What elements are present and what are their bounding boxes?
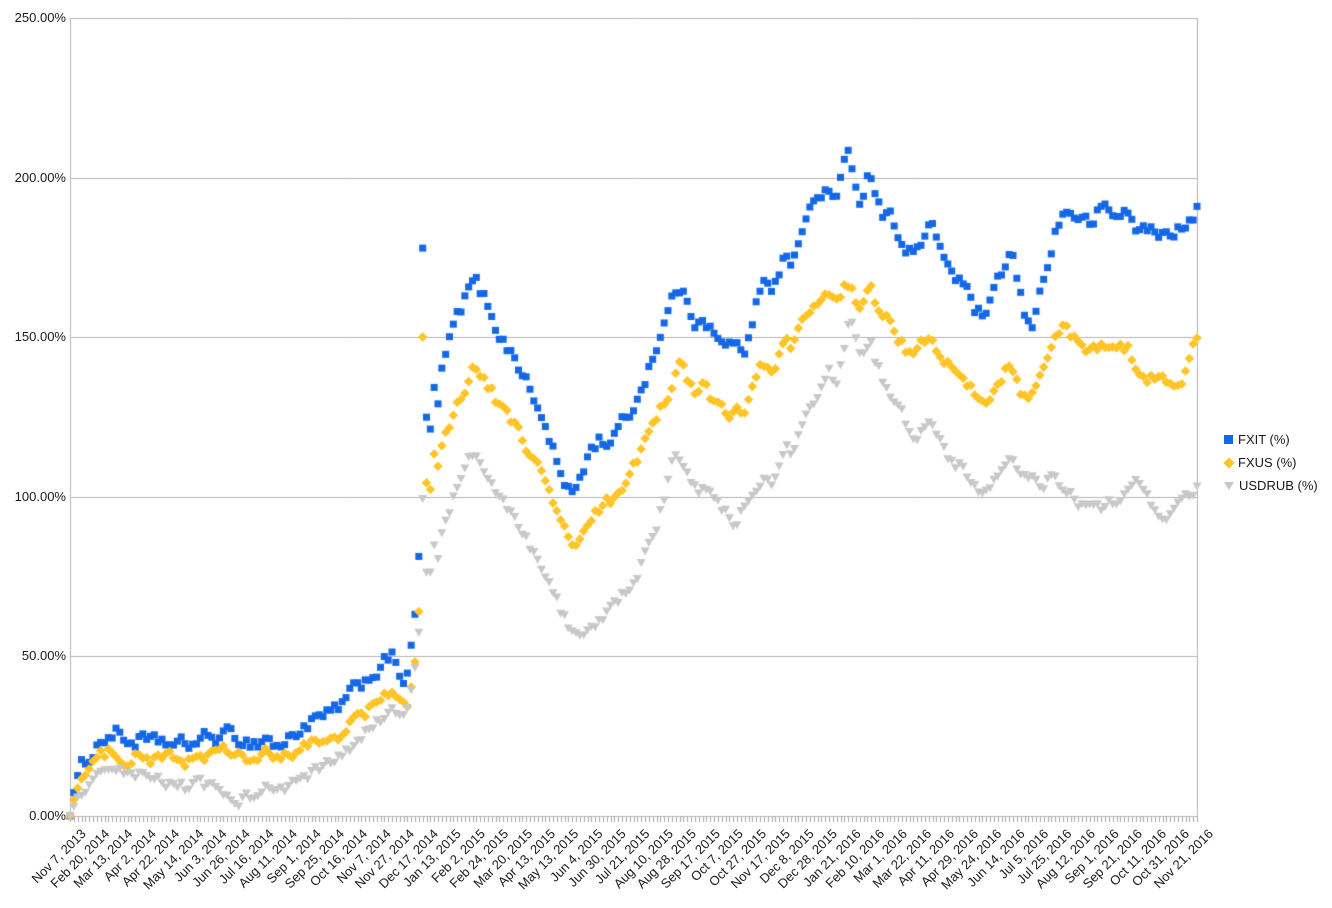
legend-label: USDRUB (%)	[1239, 478, 1318, 493]
y-axis-label: 150.00%	[14, 329, 66, 344]
legend-triangle-marker-icon	[1224, 481, 1234, 490]
y-axis-label: 0.00%	[29, 808, 66, 823]
legend-item-usdrub: USDRUB (%)	[1224, 474, 1318, 497]
legend-label: FXIT (%)	[1238, 432, 1290, 447]
y-axis-label: 100.00%	[14, 489, 66, 504]
legend-label: FXUS (%)	[1238, 455, 1297, 470]
legend-square-marker-icon	[1224, 435, 1233, 444]
y-axis-label: 50.00%	[21, 648, 66, 663]
legend-diamond-marker-icon	[1223, 456, 1235, 469]
chart-legend: FXIT (%) FXUS (%) USDRUB (%)	[1223, 428, 1318, 497]
legend-item-fxus: FXUS (%)	[1223, 451, 1318, 474]
y-axis-label: 200.00%	[14, 170, 66, 185]
legend-item-fxit: FXIT (%)	[1224, 428, 1318, 451]
y-axis-label: 250.00%	[14, 10, 66, 25]
